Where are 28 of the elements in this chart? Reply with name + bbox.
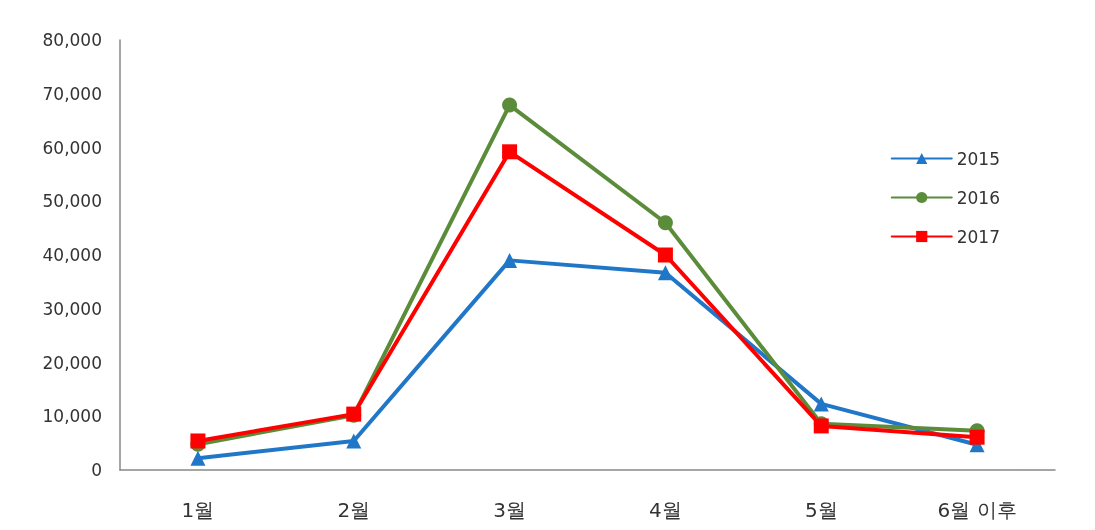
y-tick-label: 70,000 xyxy=(42,83,102,104)
y-tick-label: 10,000 xyxy=(42,406,102,427)
legend-label: 2017 xyxy=(956,226,1000,247)
x-tick-label: 5월 xyxy=(804,498,838,522)
point xyxy=(813,396,829,412)
point xyxy=(502,144,518,160)
point xyxy=(502,97,518,113)
y-tick-label: 50,000 xyxy=(42,191,102,212)
y-tick-label: 20,000 xyxy=(42,352,102,373)
point xyxy=(502,252,518,268)
x-tick-label: 2월 xyxy=(337,498,371,522)
y-tick-label: 40,000 xyxy=(42,245,102,265)
y-tick-label: 80,000 xyxy=(42,30,102,50)
legend-label: 2015 xyxy=(956,148,1000,169)
point xyxy=(657,215,673,231)
y-tick-label: 0 xyxy=(91,460,102,480)
y-tick-label: 30,000 xyxy=(42,298,102,319)
point xyxy=(657,247,673,263)
point xyxy=(657,265,673,281)
point xyxy=(190,450,206,466)
x-tick-label: 4월 xyxy=(649,498,682,522)
x-tick-label: 6월 이후 xyxy=(937,498,1017,522)
x-tick-label: 3월 xyxy=(493,498,526,522)
x-tick-label: 1월 xyxy=(181,498,215,522)
point xyxy=(969,429,985,445)
legend-label: 2016 xyxy=(956,187,1000,208)
y-tick-label: 60,000 xyxy=(42,137,102,158)
point xyxy=(346,433,362,449)
